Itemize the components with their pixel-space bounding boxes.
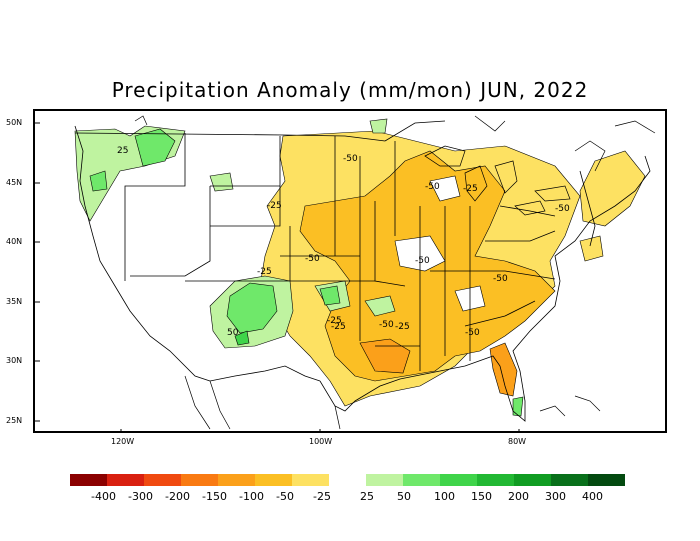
colorbar-swatch	[551, 474, 588, 486]
colorbar-swatch	[144, 474, 181, 486]
colorbar-tick-label: -25	[313, 490, 331, 503]
coastline-and-borders	[74, 120, 651, 422]
wet-anomaly-100	[234, 330, 250, 346]
colorbar-tick-label: 50	[397, 490, 411, 503]
lat-label-25n: 25N	[6, 416, 23, 425]
contour-label: -25	[331, 322, 346, 332]
map-title: Precipitation Anomaly (mm/mon) JUN, 2022	[111, 78, 589, 102]
lon-label-120w: 120W	[111, 437, 135, 446]
colorbar-tick-label: -50	[276, 490, 294, 503]
colorbar-tick-label: 150	[471, 490, 492, 503]
colorbar-swatch	[107, 474, 144, 486]
contour-label: -25	[463, 184, 478, 194]
colorbar-swatch	[366, 474, 403, 486]
colorbar-swatch	[477, 474, 514, 486]
colorbar-tick-label: -400	[91, 490, 116, 503]
contour-label: -50	[493, 274, 508, 284]
colorbar-tick-label: -150	[202, 490, 227, 503]
contour-label: -50	[305, 254, 320, 264]
contour-label: -50	[415, 256, 430, 266]
anomaly-map: 25 -50 -50 -25 -25 -50 -50 -50 -25 50 -2…	[35, 115, 656, 431]
lat-label-40n: 40N	[6, 237, 23, 246]
great-lakes-and-canada	[134, 115, 656, 216]
colorbar-swatch	[514, 474, 551, 486]
lon-label-100w: 100W	[309, 437, 333, 446]
lat-label-45n: 45N	[6, 178, 23, 187]
colorbar-tick-label: 100	[434, 490, 455, 503]
colorbar-swatch	[218, 474, 255, 486]
colorbar-swatch	[588, 474, 625, 486]
contour-label: -25	[257, 267, 272, 277]
colorbar-tick-label: -200	[165, 490, 190, 503]
contour-label: -25	[267, 201, 282, 211]
lat-label-30n: 30N	[6, 356, 23, 365]
dry-anomaly-minus50	[299, 150, 604, 382]
axis-ticks	[35, 122, 520, 431]
contour-label: -50	[379, 320, 394, 330]
colorbar-tick-label: -100	[239, 490, 264, 503]
colorbar-tick-label: -300	[128, 490, 153, 503]
contour-label: 25	[117, 146, 128, 156]
contour-label: -50	[555, 204, 570, 214]
lat-label-35n: 35N	[6, 297, 23, 306]
colorbar-swatch	[440, 474, 477, 486]
colorbar-swatch	[255, 474, 292, 486]
colorbar-swatch	[292, 474, 329, 486]
colorbar-swatch	[70, 474, 107, 486]
wet-anomaly-50	[89, 128, 524, 417]
colorbar-tick-label: 200	[508, 490, 529, 503]
contour-label: -25	[327, 316, 342, 326]
mexico-coast	[184, 375, 601, 430]
contour-label: -50	[425, 182, 440, 192]
colorbar-tick-label: 300	[545, 490, 566, 503]
lon-label-80w: 80W	[508, 437, 527, 446]
colorbar-swatch	[181, 474, 218, 486]
contour-labels: 25 -50 -50 -25 -25 -50 -50 -50 -25 50 -2…	[117, 146, 570, 338]
colorbar-swatch	[403, 474, 440, 486]
colorbar-tick-label: 25	[360, 490, 374, 503]
contour-label: -25	[395, 322, 410, 332]
contour-label: 50	[227, 328, 239, 338]
lat-label-50n: 50N	[6, 118, 23, 127]
contour-label: -50	[465, 328, 480, 338]
colorbar-tick-label: 400	[582, 490, 603, 503]
contour-label: -50	[343, 154, 358, 164]
dry-anomaly-minus100	[359, 338, 518, 397]
map-panel: 25 -50 -50 -25 -25 -50 -50 -50 -25 50 -2…	[33, 109, 667, 433]
